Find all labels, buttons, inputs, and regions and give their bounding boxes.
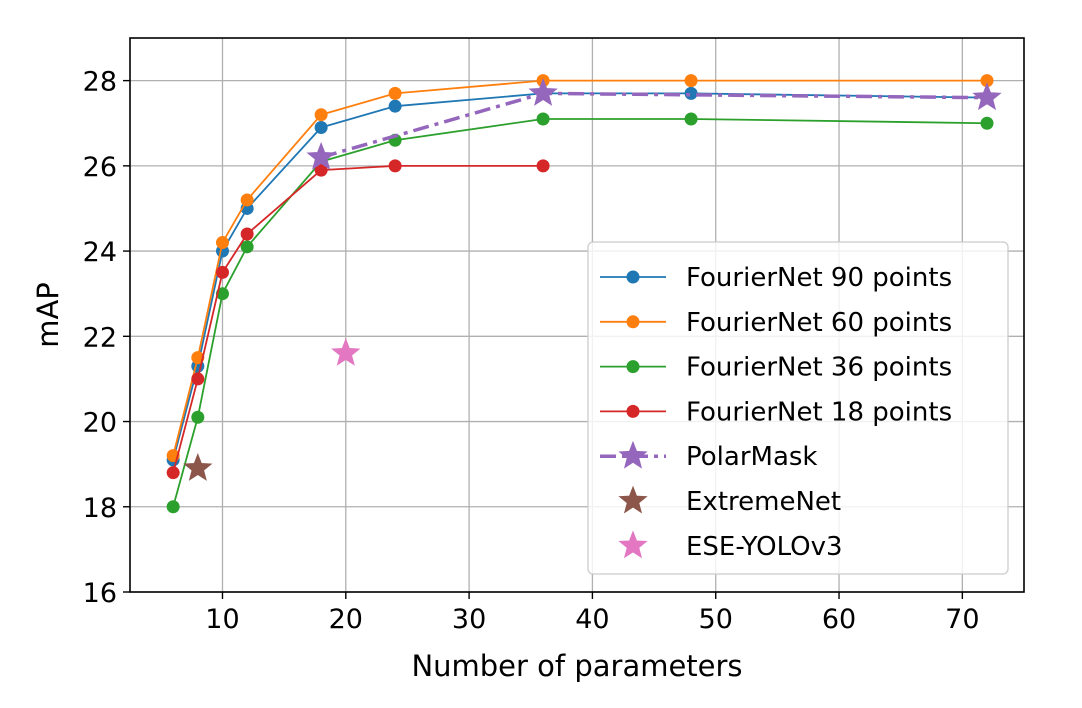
legend-label: FourierNet 18 points	[686, 397, 952, 427]
series	[331, 337, 361, 366]
series-line	[172, 164, 544, 473]
data-point	[240, 240, 254, 254]
legend-label: FourierNet 90 points	[686, 263, 952, 293]
y-tick-label: 18	[83, 493, 117, 524]
y-tick-label: 26	[83, 152, 117, 183]
y-tick-label: 22	[83, 322, 117, 353]
x-tick-label: 30	[452, 604, 486, 635]
y-tick-label: 20	[83, 408, 117, 439]
data-point	[314, 108, 328, 122]
y-axis-label: mAP	[31, 282, 65, 348]
series	[166, 159, 550, 480]
data-point	[215, 236, 229, 250]
plot-frame	[129, 37, 1025, 593]
series-line	[320, 91, 988, 160]
data-point-star	[183, 453, 213, 481]
data-point	[215, 265, 229, 279]
y-tick-label: 16	[83, 578, 117, 609]
data-point	[314, 120, 328, 134]
data-point	[684, 112, 698, 126]
data-point-star	[528, 78, 558, 106]
legend-item: FourierNet 18 points	[600, 397, 952, 427]
x-tick-label: 10	[205, 604, 239, 635]
legend-label: ExtremeNet	[686, 487, 841, 517]
legend-box	[587, 241, 1009, 575]
legend-marker	[626, 270, 640, 284]
x-tick-label: 40	[575, 604, 609, 635]
legend-marker-star	[618, 530, 648, 559]
series	[306, 78, 1002, 170]
x-tick-label: 70	[945, 604, 979, 635]
data-point	[388, 86, 402, 100]
legend-marker-star	[618, 485, 648, 514]
data-point	[536, 159, 550, 173]
data-point	[240, 193, 254, 207]
data-point	[388, 159, 402, 173]
data-point-star	[331, 337, 361, 366]
legend-label: FourierNet 60 points	[686, 308, 952, 338]
data-point	[166, 466, 180, 480]
legend-marker	[626, 404, 640, 418]
data-point	[536, 112, 550, 126]
legend: FourierNet 90 points FourierNet 60 points…	[587, 241, 1009, 575]
data-point	[166, 500, 180, 514]
series	[183, 453, 213, 481]
x-tick-label: 60	[822, 604, 856, 635]
data-point	[684, 74, 698, 88]
data-point	[191, 372, 205, 386]
legend-item: FourierNet 90 points	[600, 263, 952, 293]
data-point	[215, 287, 229, 301]
data-point	[240, 227, 254, 241]
data-point	[191, 351, 205, 365]
axis-ticks: 10 20 30 40 50 60 70 16 18 20 22 24 26 28	[83, 67, 980, 635]
y-tick-label: 24	[83, 237, 117, 268]
data-point	[980, 116, 994, 130]
data-point	[191, 410, 205, 424]
series-layer	[166, 74, 1002, 514]
x-tick-label: 50	[699, 604, 733, 635]
data-point	[684, 86, 698, 100]
legend-item: ExtremeNet	[618, 485, 841, 517]
data-point	[314, 163, 328, 177]
legend-item: PolarMask	[600, 440, 817, 472]
legend-marker-star	[618, 440, 648, 469]
legend-item: FourierNet 36 points	[600, 353, 952, 383]
y-tick-label: 28	[83, 67, 117, 98]
legend-label: PolarMask	[686, 442, 817, 472]
legend-marker	[626, 315, 640, 329]
legend-label: ESE-YOLOv3	[686, 532, 843, 562]
data-point	[388, 99, 402, 113]
x-tick-label: 20	[329, 604, 363, 635]
data-point-star	[306, 141, 336, 170]
legend-item: FourierNet 60 points	[600, 308, 952, 338]
legend-label: FourierNet 36 points	[686, 353, 952, 383]
data-point	[980, 74, 994, 88]
legend-marker	[626, 360, 640, 374]
x-axis-label: Number of parameters	[411, 649, 742, 683]
legend-item: ESE-YOLOv3	[618, 530, 843, 562]
data-point-star	[972, 82, 1002, 111]
